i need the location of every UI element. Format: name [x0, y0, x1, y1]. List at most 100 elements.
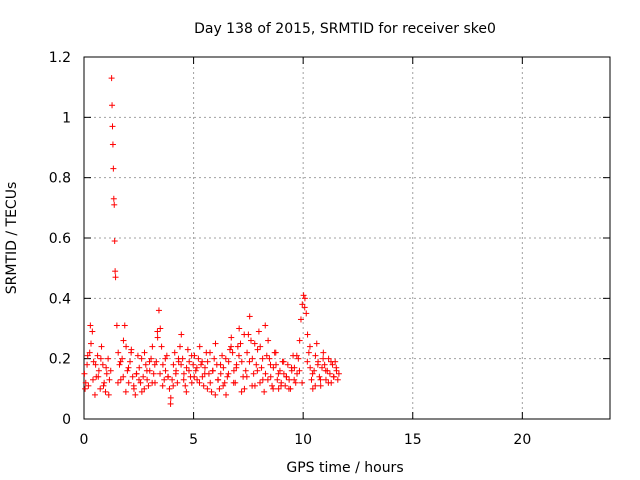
- data-point-plus: [154, 334, 161, 341]
- data-point-plus: [153, 358, 160, 365]
- data-point-plus: [301, 304, 308, 311]
- data-point-plus: [265, 337, 272, 344]
- data-point-plus: [311, 367, 318, 374]
- data-point-plus: [255, 328, 262, 335]
- data-point-plus: [108, 75, 115, 82]
- data-point-plus: [230, 367, 237, 374]
- data-point-plus: [223, 391, 230, 398]
- data-point-plus: [249, 382, 256, 389]
- x-tick-label: 10: [294, 432, 312, 448]
- data-point-plus: [201, 370, 208, 377]
- data-point-plus: [199, 373, 206, 380]
- data-point-plus: [246, 313, 253, 320]
- data-point-plus: [319, 364, 326, 371]
- data-point-plus: [269, 382, 276, 389]
- data-point-plus: [280, 370, 287, 377]
- data-point-plus: [120, 337, 127, 344]
- data-point-plus: [222, 355, 229, 362]
- data-point-plus: [110, 195, 117, 202]
- data-point-plus: [228, 334, 235, 341]
- data-point-plus: [295, 355, 302, 362]
- y-tick-label: 1: [62, 110, 71, 126]
- data-point-plus: [188, 352, 195, 359]
- data-point-plus: [140, 373, 147, 380]
- data-point-plus: [272, 349, 279, 356]
- data-point-plus: [196, 343, 203, 350]
- data-point-plus: [159, 361, 166, 368]
- data-point-plus: [234, 343, 241, 350]
- data-point-plus: [183, 388, 190, 395]
- x-tick-labels: 0 5 10 15 20: [80, 432, 532, 448]
- data-point-plus: [95, 373, 102, 380]
- data-point-plus: [286, 376, 293, 383]
- data-point-plus: [309, 370, 316, 377]
- data-point-plus: [86, 349, 93, 356]
- data-point-plus: [226, 346, 233, 353]
- data-point-plus: [314, 361, 321, 368]
- data-point-plus: [304, 331, 311, 338]
- data-point-plus: [130, 382, 137, 389]
- data-point-plus: [109, 102, 116, 109]
- data-point-plus: [257, 343, 264, 350]
- data-point-plus: [267, 361, 274, 368]
- data-point-plus: [149, 343, 156, 350]
- data-point-plus: [82, 379, 89, 386]
- data-point-plus: [259, 355, 266, 362]
- data-point-plus: [225, 370, 232, 377]
- data-point-plus: [133, 370, 140, 377]
- data-point-plus: [276, 367, 283, 374]
- data-point-plus: [328, 358, 335, 365]
- data-point-plus: [84, 352, 91, 359]
- data-point-plus: [162, 367, 169, 374]
- data-point-plus: [175, 355, 182, 362]
- data-point-plus: [308, 376, 315, 383]
- data-point-plus: [145, 382, 152, 389]
- data-point-plus: [89, 376, 96, 383]
- data-point-plus: [141, 385, 148, 392]
- data-point-plus: [316, 373, 323, 380]
- data-point-plus: [166, 385, 173, 392]
- data-point-plus: [94, 352, 101, 359]
- data-point-plus: [141, 349, 148, 356]
- data-point-plus: [312, 382, 319, 389]
- data-point-plus: [200, 382, 207, 389]
- data-point-plus: [151, 361, 158, 368]
- data-point-plus: [82, 385, 89, 392]
- data-point-plus: [125, 379, 132, 386]
- data-point-plus: [275, 370, 282, 377]
- data-point-plus: [238, 358, 245, 365]
- data-point-plus: [144, 376, 151, 383]
- data-point-plus: [305, 349, 312, 356]
- y-tick-label: 0.8: [49, 171, 71, 187]
- data-point-plus: [136, 376, 143, 383]
- data-point-plus: [163, 352, 170, 359]
- data-point-plus: [113, 322, 120, 329]
- y-tick-label: 0.2: [49, 352, 71, 368]
- data-point-plus: [325, 379, 332, 386]
- data-point-plus: [220, 364, 227, 371]
- data-point-plus: [167, 400, 174, 407]
- data-point-plus: [138, 355, 145, 362]
- data-point-plus: [87, 322, 94, 329]
- data-point-plus: [125, 364, 132, 371]
- data-point-plus: [325, 355, 332, 362]
- data-point-plus: [176, 343, 183, 350]
- y-tick-label: 0.4: [49, 291, 71, 307]
- data-point-plus: [217, 370, 224, 377]
- data-point-plus: [207, 379, 214, 386]
- data-point-plus: [138, 388, 145, 395]
- data-point-plus: [233, 364, 240, 371]
- data-point-plus: [263, 352, 270, 359]
- data-point-plus: [158, 343, 165, 350]
- data-point-plus: [253, 361, 260, 368]
- data-point-plus: [246, 358, 253, 365]
- data-point-plus: [90, 358, 97, 365]
- data-point-plus: [182, 382, 189, 389]
- data-point-plus: [270, 364, 277, 371]
- data-point-plus: [244, 349, 251, 356]
- data-point-plus: [122, 388, 129, 395]
- data-point-plus: [296, 367, 303, 374]
- x-axis-label: GPS time / hours: [286, 460, 403, 476]
- scatter-points: [81, 75, 342, 407]
